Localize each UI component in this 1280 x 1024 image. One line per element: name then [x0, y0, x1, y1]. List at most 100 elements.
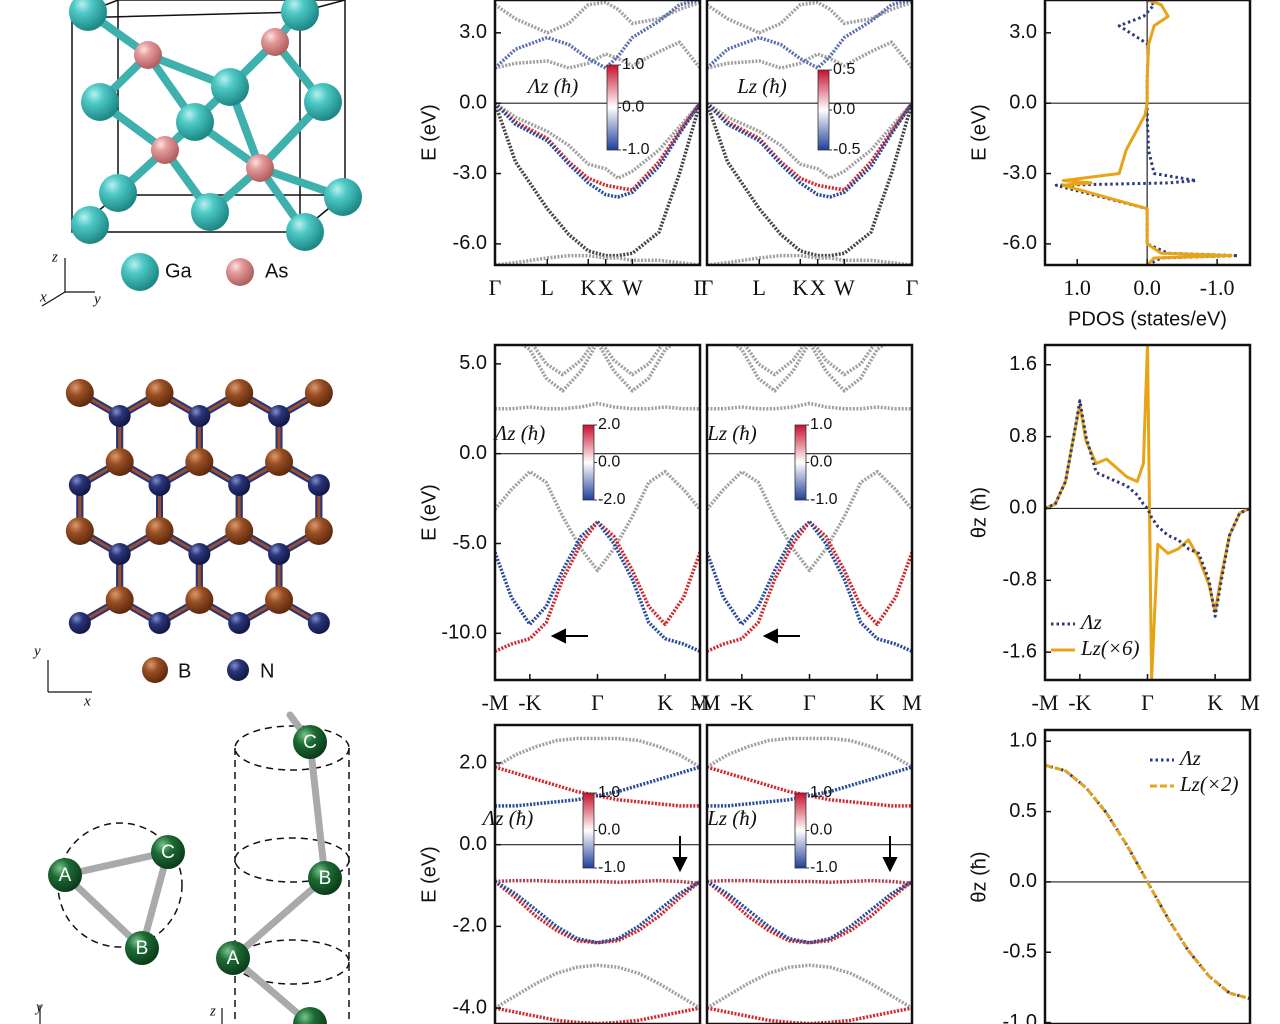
frame-line	[41, 291, 66, 307]
y-tick-label: 0.0	[1009, 497, 1037, 519]
x-tick-label: Γ	[489, 275, 502, 300]
x-tick-label: -M	[1032, 690, 1059, 715]
series-line	[495, 765, 700, 808]
legend-label: Ga	[165, 260, 193, 282]
atom	[307, 612, 330, 634]
x-tick-label: L	[753, 275, 766, 300]
series-line	[707, 736, 912, 769]
x-tick-label: M	[1240, 690, 1260, 715]
series-line	[596, 520, 700, 627]
axis-letter: x	[39, 289, 47, 305]
colorbar	[794, 424, 807, 501]
bond	[229, 874, 329, 962]
atom	[268, 543, 291, 565]
y-tick-label: 0.0	[459, 833, 487, 855]
series-line	[596, 520, 700, 653]
dashed-ellipse	[234, 725, 350, 771]
atom-label: B	[136, 938, 149, 959]
atom	[211, 68, 249, 106]
atom	[188, 543, 211, 565]
y-tick-label: 3.0	[1009, 21, 1037, 43]
series-line	[707, 0, 912, 70]
x-tick-label: K	[869, 690, 885, 715]
panel: 1.0 0.0 -1.0 Lz (ħ)	[705, 723, 914, 1024]
y-tick-label: -0.8	[1003, 569, 1037, 591]
y-tick-label: 0.5	[1009, 800, 1037, 822]
y-tick-label: 0.0	[459, 442, 487, 464]
atom	[216, 941, 250, 975]
bond	[306, 738, 329, 882]
x-tick-label: -M	[694, 690, 721, 715]
y-tick-label: -3.0	[1003, 162, 1037, 184]
plot-bg	[707, 725, 912, 1024]
atom	[176, 103, 214, 141]
colorbar	[606, 64, 619, 151]
atom	[188, 405, 211, 427]
atom	[268, 405, 291, 427]
y-axis-label: θz (ħ)	[968, 851, 990, 902]
atom	[226, 258, 254, 286]
axis-letter: y	[32, 643, 41, 659]
series-line	[495, 101, 700, 199]
colorbar-tick-label: 1.0	[810, 784, 832, 801]
colorbar-tick-label: 1.0	[598, 784, 620, 801]
atom	[227, 659, 249, 681]
series-line	[707, 963, 912, 1010]
panel: 5.0 0.0 -5.0 -10.0 -M -K Γ K M E (eV) 2.0 0.0 -2.0 Λz…	[418, 343, 710, 715]
colorbar-label: Λz (ħ)	[493, 421, 546, 445]
atom	[145, 517, 174, 545]
y-axis-label: E (eV)	[418, 484, 440, 541]
atom	[68, 612, 91, 634]
colorbar-tick-label: 0.0	[598, 454, 620, 471]
atom	[134, 41, 162, 69]
arrows	[550, 628, 898, 873]
atom	[145, 379, 174, 407]
plot-frame	[705, 723, 914, 1024]
legend-label: Λz	[1178, 746, 1201, 770]
series-line	[495, 0, 700, 70]
plot-frame	[1043, 728, 1252, 1024]
axis-letter: z	[51, 249, 58, 265]
atom	[65, 517, 94, 545]
x-tick-label: W	[834, 275, 855, 300]
legend-label: B	[178, 660, 191, 682]
atom	[307, 474, 330, 496]
x-tick-label: Γ	[906, 275, 919, 300]
x-tick-label: Γ	[803, 690, 816, 715]
arrow-head	[882, 857, 898, 873]
atom	[228, 474, 251, 496]
atom-label: C	[303, 732, 317, 753]
y-tick-label: 5.0	[459, 352, 487, 374]
y-tick-label: 2.0	[459, 751, 487, 773]
y-tick-label: 0.0	[1009, 870, 1037, 892]
x-tick-label: 1.0	[1063, 275, 1091, 300]
colorbar-tick-label: -1.0	[622, 141, 650, 158]
y-tick-label: -1.0	[1003, 1011, 1037, 1024]
series-line	[1045, 763, 1250, 1001]
plot-bg	[495, 345, 700, 680]
x-tick-label: -K	[518, 690, 541, 715]
colorbar-label: Λz (ħ)	[526, 74, 579, 98]
atom-label: A	[59, 865, 72, 886]
atom	[68, 474, 91, 496]
dashed-ellipse	[234, 939, 350, 985]
series-line	[495, 101, 700, 192]
x-axis-label: PDOS (states/eV)	[1068, 308, 1227, 330]
atom	[304, 517, 333, 545]
x-tick-label: -M	[482, 690, 509, 715]
x-tick-label: K	[1207, 690, 1223, 715]
plot-frame	[705, 343, 914, 682]
series-line	[808, 520, 912, 627]
series-line	[495, 1006, 700, 1024]
atom	[108, 543, 131, 565]
structure-art	[39, 0, 362, 1024]
y-tick-label: -4.0	[453, 996, 487, 1018]
axis-letter: y	[34, 999, 43, 1015]
atom	[293, 1007, 327, 1024]
atom	[261, 28, 289, 56]
atom-label: B	[319, 868, 332, 889]
plot-area	[1045, 0, 1250, 265]
arrow-head	[550, 628, 566, 644]
